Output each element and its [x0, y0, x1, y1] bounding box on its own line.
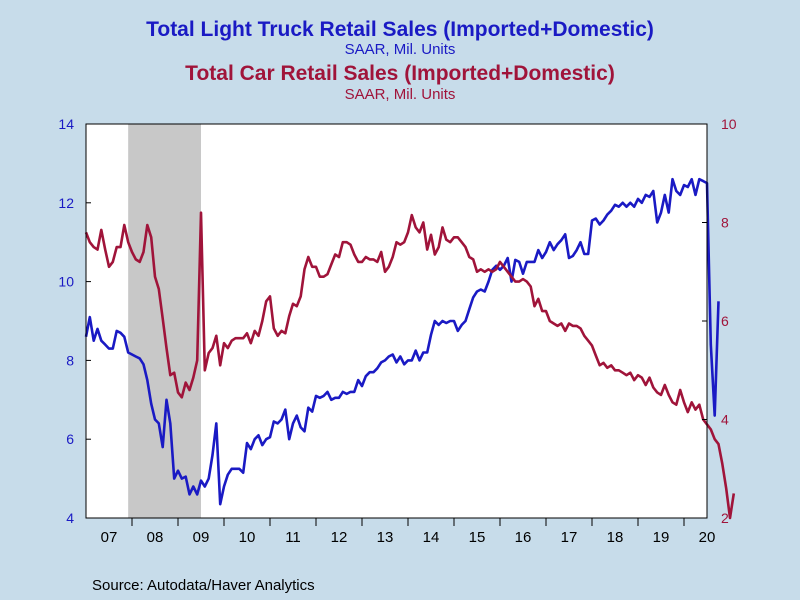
left-axis-label: 12 — [58, 195, 74, 211]
chart-title-truck: Total Light Truck Retail Sales (Imported… — [146, 18, 654, 41]
right-axis-label: 2 — [721, 510, 729, 526]
x-axis-label: 15 — [469, 529, 486, 546]
left-axis-label: 8 — [66, 352, 74, 368]
chart-subtitle-car: SAAR, Mil. Units — [344, 86, 456, 103]
right-axis-label: 8 — [721, 215, 729, 231]
right-axis-label: 6 — [721, 313, 729, 329]
series-line-truck — [84, 177, 720, 506]
x-axis-label: 13 — [377, 529, 394, 546]
x-axis-label: 10 — [239, 529, 256, 546]
x-axis-label: 08 — [147, 529, 164, 546]
x-axis-label: 11 — [285, 529, 301, 546]
x-axis-label: 07 — [101, 529, 118, 546]
source-note: Source: Autodata/Haver Analytics — [92, 577, 315, 594]
x-axis-label: 12 — [331, 529, 348, 546]
left-axis-label: 6 — [66, 431, 74, 447]
right-axis-label: 10 — [721, 116, 737, 132]
x-axis-label: 14 — [423, 529, 440, 546]
x-axis-label: 20 — [699, 529, 716, 546]
recession-shading — [128, 124, 201, 518]
series-line-car — [84, 211, 736, 520]
x-axis-label: 19 — [653, 529, 670, 546]
left-axis-label: 14 — [58, 116, 74, 132]
x-axis-label: 18 — [607, 529, 624, 546]
chart-subtitle-truck: SAAR, Mil. Units — [344, 41, 456, 58]
left-axis-label: 10 — [58, 274, 74, 290]
x-axis-label: 09 — [193, 529, 210, 546]
right-axis-label: 4 — [721, 412, 729, 428]
x-axis-label: 17 — [561, 529, 578, 546]
chart-title-car: Total Car Retail Sales (Imported+Domesti… — [185, 62, 615, 85]
x-axis-label: 16 — [515, 529, 532, 546]
left-axis-label: 4 — [66, 510, 74, 526]
